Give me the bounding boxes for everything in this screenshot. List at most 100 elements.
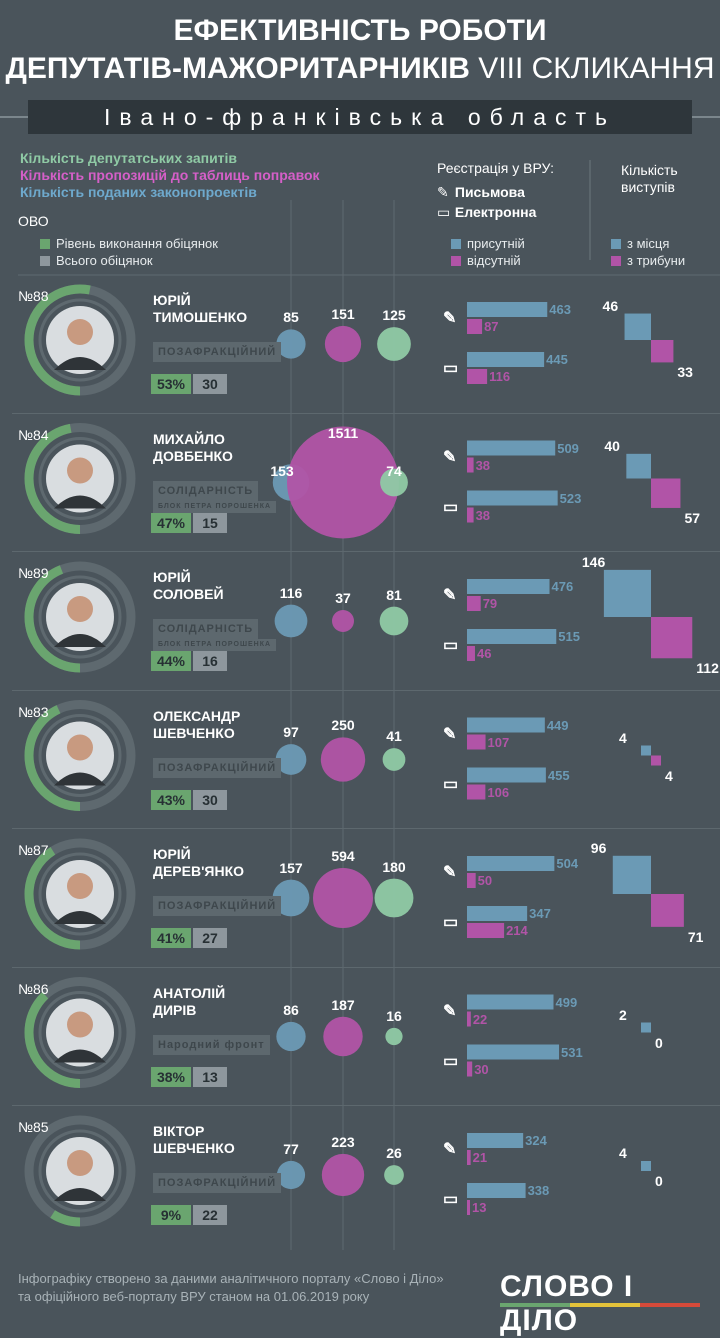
faction-badge: ПОЗАФРАКЦІЙНИЙ <box>153 342 282 362</box>
inner-ring <box>38 575 122 659</box>
deputy-last-name: СОЛОВЕЙ <box>153 586 224 602</box>
avatar-face <box>67 596 93 622</box>
absent-bar <box>467 923 505 938</box>
present-value: 515 <box>558 629 580 644</box>
from-tribune-value: 4 <box>665 767 673 784</box>
absent-value: 106 <box>487 784 510 800</box>
bills-bubble <box>382 748 406 771</box>
requests-bubble <box>276 1021 306 1052</box>
row-separator <box>12 551 720 552</box>
amendments-value: 1511 <box>327 424 359 441</box>
present-value: 324 <box>525 1133 547 1148</box>
avatar-face <box>67 319 93 345</box>
promise-percent: 47% <box>151 512 191 533</box>
faction-badge: ПОЗАФРАКЦІЙНИЙ <box>153 757 282 778</box>
pencil-icon: ✎ <box>443 1002 457 1020</box>
absent-value: 22 <box>472 1011 488 1027</box>
legend-written: ✎ Письмова <box>437 184 525 201</box>
title-line-1: ЕФЕКТИВНІСТЬ РОБОТИ <box>173 14 547 47</box>
from-tribune-value: 0 <box>655 1173 663 1189</box>
from-tribune-square <box>651 340 674 363</box>
promise-total: 16 <box>193 651 227 671</box>
absent-bar <box>467 1200 470 1215</box>
bills-value: 41 <box>386 728 402 745</box>
bills-bubble <box>377 327 411 361</box>
deputy-last-name: ШЕВЧЕНКО <box>153 1140 235 1156</box>
title-line-2-rest: VIII СКЛИКАННЯ <box>469 52 715 85</box>
avatar-body <box>54 1049 106 1063</box>
legend-bills: Кількість поданих законопроектів <box>20 184 257 200</box>
monitor-icon: ▭ <box>443 914 459 931</box>
promises-done-arc <box>24 1115 136 1227</box>
promises-done-arc <box>24 977 136 1088</box>
pencil-icon: ✎ <box>443 587 457 604</box>
absent-value: 30 <box>474 1061 489 1077</box>
from-tribune-square <box>651 894 684 927</box>
requests-value: 85 <box>283 309 299 326</box>
inner-ring <box>38 437 122 520</box>
present-value: 455 <box>547 767 570 783</box>
from-seat-value: 4 <box>619 1145 627 1161</box>
absent-bar <box>467 369 488 384</box>
legend-requests: Кількість депутатських запитів <box>20 150 238 166</box>
avatar-body <box>54 495 106 509</box>
pencil-icon: ✎ <box>443 864 457 881</box>
title-line-2: ДЕПУТАТІВ-МАЖОРИТАРНИКІВ VIII СКЛИКАННЯ <box>0 52 720 86</box>
present-bar <box>467 767 546 783</box>
amendments-value: 37 <box>335 590 351 606</box>
district-number: №89 <box>18 565 49 581</box>
promise-total: 30 <box>193 789 227 810</box>
deputy-last-name: ДЕРЕВ'ЯНКО <box>153 863 245 879</box>
amendments-bubble <box>313 868 373 928</box>
amendments-bubble <box>332 610 354 632</box>
amendments-value: 250 <box>331 717 355 734</box>
from-seat-value: 146 <box>581 553 606 570</box>
region-line-left <box>0 116 40 118</box>
promise-total: 30 <box>193 374 227 394</box>
requests-bubble <box>272 879 310 917</box>
deputy-last-name: ДОВБЕНКО <box>153 447 233 464</box>
deputy-last-name: ДИРІВ <box>153 1001 197 1018</box>
promises-done-arc <box>24 284 136 396</box>
amendments-bubble <box>321 1153 365 1197</box>
from-tribune-square <box>651 755 661 766</box>
amendments-bubble <box>324 325 362 363</box>
promise-percent: 9% <box>151 1205 191 1225</box>
from-seat-square <box>641 1161 651 1171</box>
from-tribune-square <box>651 617 693 659</box>
amendments-bubble <box>323 1016 363 1057</box>
amendments-bubble <box>320 737 366 782</box>
from-seat-value: 96 <box>590 839 607 856</box>
absent-bar <box>467 457 474 473</box>
deputy-first-name: АНАТОЛІЙ <box>153 984 226 1001</box>
bills-value: 125 <box>382 307 406 324</box>
bills-value: 16 <box>386 1007 402 1024</box>
row-separator <box>12 828 720 829</box>
present-bar <box>467 906 528 921</box>
bills-bubble <box>384 1165 404 1185</box>
present-value: 476 <box>551 579 574 594</box>
absent-bar <box>467 319 483 334</box>
faction-badge: Народний фронт <box>153 1034 270 1055</box>
avatar-body <box>54 1188 106 1201</box>
requests-value: 97 <box>283 724 299 741</box>
requests-value: 77 <box>283 1140 299 1157</box>
from-seat-square <box>641 1022 651 1033</box>
present-bar <box>467 1044 560 1060</box>
row-separator <box>12 412 720 414</box>
logo-stripe-green <box>500 1303 570 1307</box>
absent-value: 13 <box>472 1200 487 1215</box>
present-bar <box>467 352 545 367</box>
requests-bubble <box>276 329 306 359</box>
promise-total: 13 <box>193 1066 227 1087</box>
legend-ovo: ОВО <box>18 213 49 229</box>
district-number: №83 <box>18 703 49 720</box>
district-number: №88 <box>18 288 49 304</box>
pencil-icon: ✎ <box>437 184 449 200</box>
speeches-title-1: Кількість <box>621 162 678 178</box>
absent-value: 46 <box>476 646 492 661</box>
requests-bubble <box>275 744 307 775</box>
promises-done-arc <box>24 561 136 673</box>
green-square-icon <box>40 239 50 249</box>
